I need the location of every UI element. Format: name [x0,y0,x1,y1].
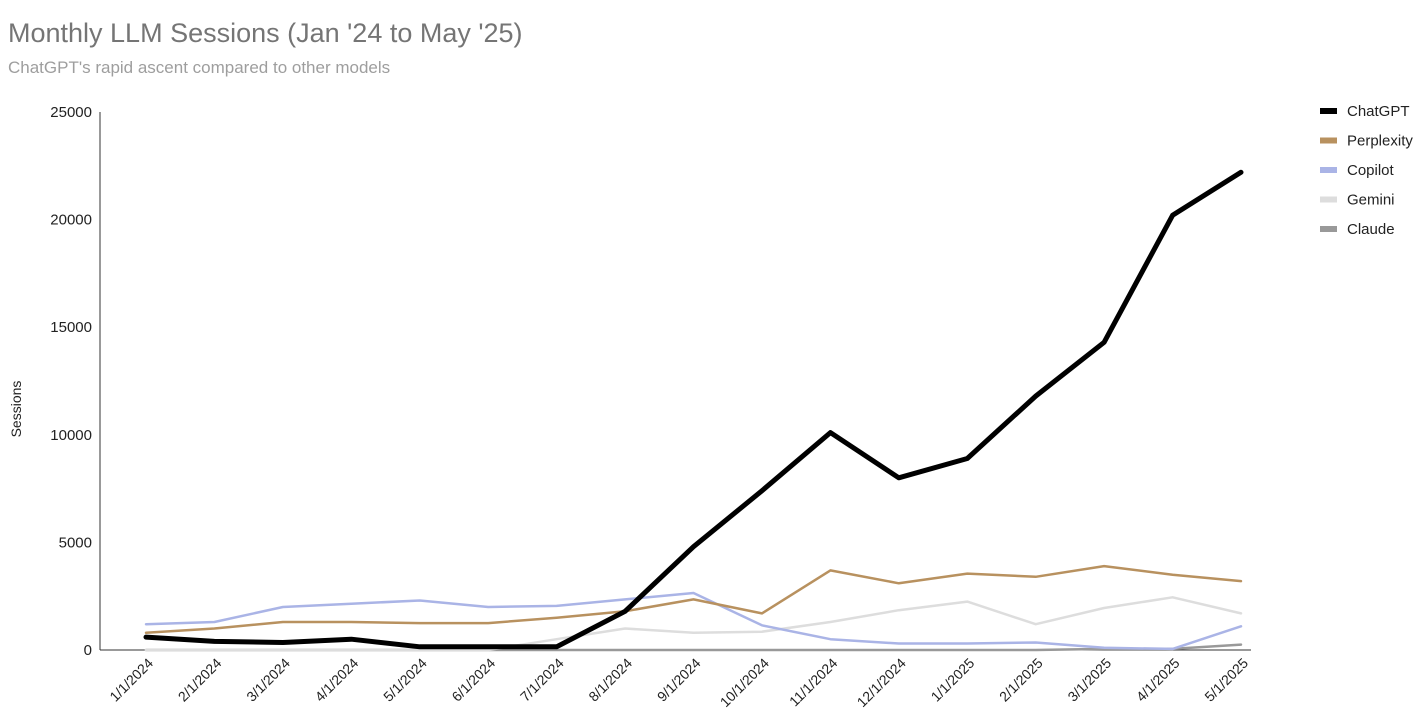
y-tick-label: 0 [84,642,92,659]
x-tick-label: 5/1/2025 [1201,655,1251,705]
legend-label: ChatGPT [1347,103,1410,120]
legend-item-copilot: Copilot [1320,162,1395,179]
y-tick-label: 15000 [50,319,92,336]
x-tick-label: 8/1/2024 [585,655,635,705]
legend-swatch [1320,196,1337,203]
x-tick-label: 12/1/2024 [854,655,910,711]
legend-swatch [1320,226,1337,232]
chart-subtitle: ChatGPT's rapid ascent compared to other… [8,58,391,77]
x-tick-label: 2/1/2024 [175,655,225,705]
x-tick-label: 3/1/2024 [243,655,293,705]
y-tick-label: 5000 [59,534,92,551]
plot-area [143,169,1244,652]
series-chatgpt [143,169,1244,650]
legend-item-gemini: Gemini [1320,192,1395,209]
legend-label: Claude [1347,221,1395,238]
legend-swatch [1320,167,1337,173]
legend-item-perplexity: Perplexity [1320,133,1413,150]
x-tick-label: 11/1/2024 [786,655,841,710]
series-copilot [144,591,1243,651]
x-tick-label: 2/1/2025 [996,655,1046,705]
legend-item-claude: Claude [1320,221,1395,238]
chart-legend: ChatGPT Perplexity Copilot Gemini Claude [1320,103,1413,238]
chart-title: Monthly LLM Sessions (Jan '24 to May '25… [8,18,523,48]
x-tick-label: 9/1/2024 [654,655,704,705]
y-tick-label: 10000 [50,427,92,444]
x-tick-label: 5/1/2024 [380,655,430,705]
series-gemini [144,596,1243,652]
x-tick-label: 4/1/2025 [1133,655,1183,705]
y-tick-label: 25000 [50,104,92,121]
legend-label: Perplexity [1347,133,1413,150]
x-tick-label: 10/1/2024 [717,655,773,711]
series-perplexity [144,564,1243,635]
series-line-chatgpt [143,169,1244,650]
x-tick-label: 1/1/2025 [928,655,978,705]
x-tick-label: 7/1/2024 [517,655,567,705]
x-tick-label: 3/1/2025 [1064,655,1114,705]
legend-swatch [1320,137,1337,144]
chart-axes: 0 5000 10000 15000 20000 25000 Sessions 1/1/202… [8,104,1251,710]
x-tick-label: 6/1/2024 [448,655,498,705]
legend-swatch [1320,108,1337,114]
x-tick-label: 4/1/2024 [312,655,362,705]
legend-label: Gemini [1347,192,1395,209]
y-tick-label: 20000 [50,212,92,229]
legend-label: Copilot [1347,162,1395,179]
y-axis-title: Sessions [8,381,24,438]
x-tick-label: 1/1/2024 [106,655,156,705]
legend-item-chatgpt: ChatGPT [1320,103,1410,120]
